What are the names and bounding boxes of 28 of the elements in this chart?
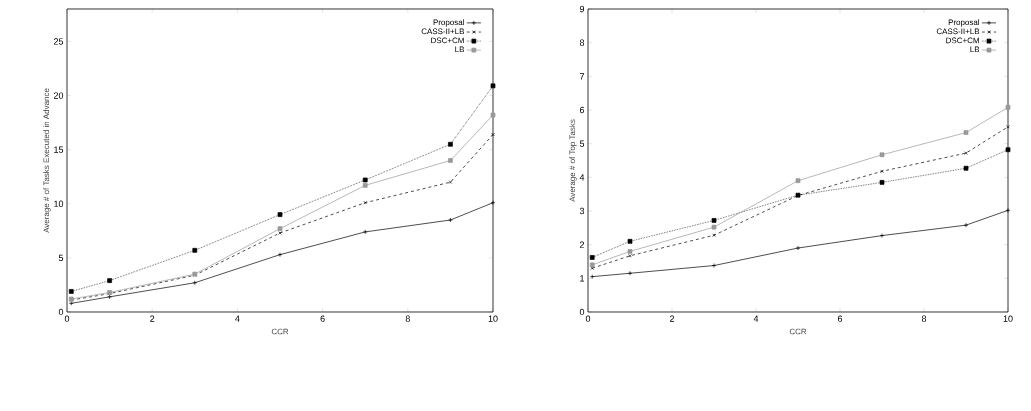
y-tick-label: 6: [579, 106, 585, 114]
y-tick-label: 5: [58, 254, 64, 262]
x-tick-label: 10: [488, 315, 498, 322]
y-tick-label: 7: [579, 73, 585, 80]
x-tick-label: 0: [64, 315, 70, 322]
x-tick-label: 4: [235, 315, 240, 322]
x-tick-label: 4: [753, 315, 759, 322]
y-tick-label: 3: [579, 207, 585, 215]
x-tick-label: 0: [585, 315, 591, 322]
y-tick-label: 20: [53, 92, 64, 99]
x-tick-label: 6: [837, 315, 843, 322]
y-tick-label: 5: [579, 140, 585, 147]
y-tick-label: 2: [579, 241, 585, 248]
y-tick-label: 4: [579, 174, 585, 181]
y-tick-label: 9: [579, 5, 585, 13]
y-tick-label: 0: [58, 308, 64, 316]
y-tick-label: 8: [579, 39, 585, 46]
y-tick-label: 0: [579, 308, 585, 316]
x-tick-label: 8: [921, 315, 927, 322]
y-tick-label: 10: [54, 200, 64, 207]
x-tick-label: 6: [320, 315, 325, 322]
x-tick-label: 2: [150, 315, 155, 322]
y-tick-label: 25: [53, 38, 64, 45]
x-tick-label: 2: [669, 315, 675, 322]
y-tick-label: 15: [54, 146, 64, 153]
y-tick-label: 1: [580, 275, 585, 282]
x-tick-label: 10: [1003, 315, 1013, 322]
x-tick-label: 8: [405, 315, 410, 322]
